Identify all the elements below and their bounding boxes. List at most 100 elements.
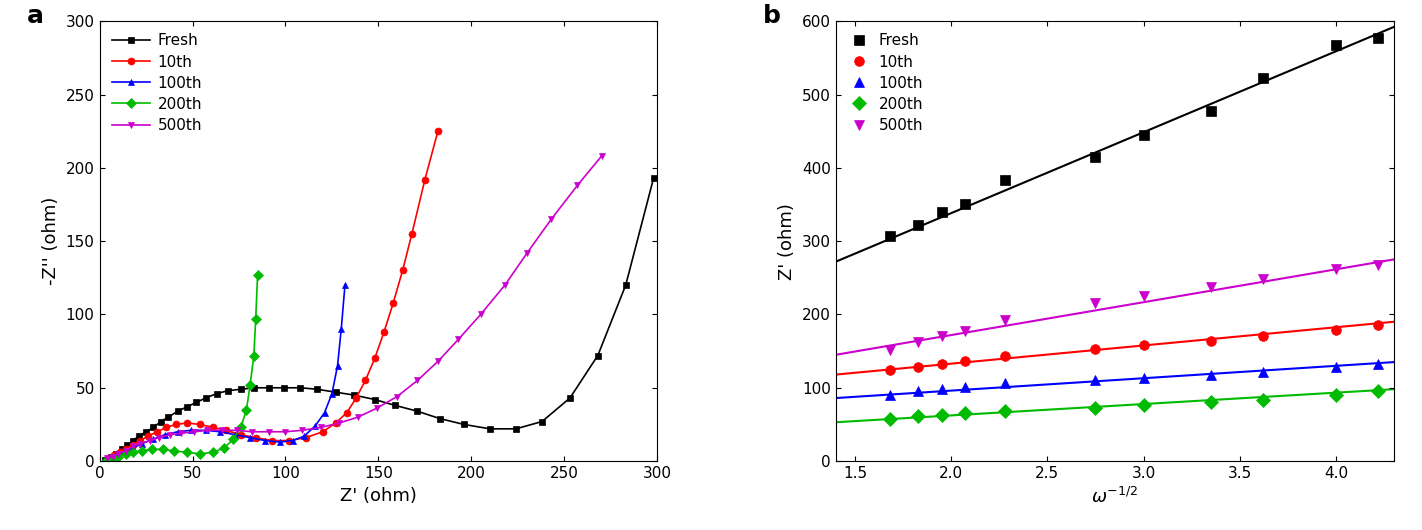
- 200th: [933, 412, 950, 418]
- 200th: [246, 352, 263, 359]
- 500th: [229, 427, 246, 434]
- Fresh: [387, 402, 404, 409]
- 100th: [226, 431, 243, 438]
- 100th: [933, 386, 950, 392]
- 10th: [997, 353, 1014, 359]
- 10th: [117, 446, 134, 453]
- 10th: [347, 395, 364, 401]
- 10th: [280, 437, 297, 444]
- 200th: [109, 454, 127, 460]
- Y-axis label: Z' (ohm): Z' (ohm): [778, 202, 796, 280]
- 10th: [205, 424, 222, 430]
- 500th: [132, 440, 149, 447]
- 500th: [429, 358, 447, 365]
- 200th: [997, 408, 1014, 414]
- 200th: [117, 450, 134, 457]
- 500th: [313, 424, 330, 430]
- 100th: [108, 452, 125, 458]
- Line: 100th: 100th: [884, 359, 1384, 400]
- Fresh: [145, 424, 162, 430]
- Fresh: [367, 396, 384, 403]
- Fresh: [997, 177, 1014, 183]
- Text: a: a: [27, 4, 44, 28]
- 200th: [144, 446, 161, 453]
- 200th: [249, 272, 266, 278]
- 500th: [569, 182, 586, 189]
- 500th: [472, 311, 489, 317]
- Fresh: [431, 416, 448, 422]
- 500th: [277, 429, 294, 435]
- 200th: [165, 448, 182, 454]
- 500th: [1254, 276, 1271, 282]
- Fresh: [219, 387, 236, 394]
- 100th: [1369, 361, 1386, 367]
- 200th: [1135, 402, 1152, 409]
- 500th: [173, 430, 191, 436]
- 10th: [192, 421, 209, 428]
- 200th: [882, 416, 899, 422]
- Fresh: [102, 454, 119, 460]
- Fresh: [1135, 131, 1152, 138]
- Fresh: [232, 386, 249, 392]
- Fresh: [933, 209, 950, 215]
- 200th: [1369, 388, 1386, 395]
- 500th: [388, 393, 405, 400]
- 10th: [149, 429, 166, 435]
- 10th: [1327, 326, 1344, 333]
- 500th: [1135, 293, 1152, 299]
- 100th: [198, 427, 215, 434]
- 500th: [199, 427, 216, 434]
- Fresh: [159, 414, 176, 420]
- 500th: [543, 216, 560, 223]
- Y-axis label: -Z'' (ohm): -Z'' (ohm): [43, 197, 60, 285]
- 100th: [115, 449, 132, 455]
- 100th: [134, 440, 151, 447]
- Fresh: [152, 418, 169, 425]
- 10th: [232, 431, 249, 438]
- 10th: [429, 128, 447, 134]
- 200th: [225, 436, 242, 442]
- 10th: [394, 267, 411, 273]
- 500th: [910, 339, 927, 346]
- 500th: [956, 328, 973, 334]
- Fresh: [169, 408, 186, 414]
- Line: 200th: 200th: [104, 271, 262, 463]
- 10th: [956, 358, 973, 365]
- Fresh: [108, 450, 125, 457]
- 200th: [205, 449, 222, 455]
- 100th: [956, 384, 973, 390]
- 200th: [910, 413, 927, 420]
- 10th: [111, 449, 128, 455]
- 10th: [1203, 338, 1220, 344]
- 10th: [158, 424, 175, 430]
- Fresh: [129, 433, 146, 439]
- 100th: [169, 429, 186, 435]
- 10th: [417, 176, 434, 183]
- 200th: [178, 449, 195, 455]
- 500th: [260, 429, 277, 435]
- Fresh: [274, 385, 292, 391]
- 10th: [404, 231, 421, 237]
- 10th: [933, 360, 950, 367]
- 500th: [294, 427, 311, 434]
- Fresh: [1327, 41, 1344, 48]
- Fresh: [246, 385, 263, 391]
- Line: Fresh: Fresh: [884, 33, 1384, 241]
- 100th: [328, 363, 346, 369]
- 10th: [264, 437, 282, 444]
- 100th: [256, 437, 273, 444]
- 200th: [1086, 404, 1103, 411]
- 200th: [125, 449, 142, 455]
- 10th: [101, 455, 118, 461]
- 10th: [105, 452, 122, 458]
- 100th: [242, 435, 259, 441]
- 10th: [910, 364, 927, 370]
- 200th: [104, 455, 121, 461]
- Fresh: [208, 391, 225, 397]
- 500th: [1327, 266, 1344, 272]
- 200th: [98, 456, 115, 463]
- 200th: [232, 424, 249, 430]
- Fresh: [114, 446, 131, 453]
- Fresh: [882, 233, 899, 239]
- 100th: [333, 326, 350, 332]
